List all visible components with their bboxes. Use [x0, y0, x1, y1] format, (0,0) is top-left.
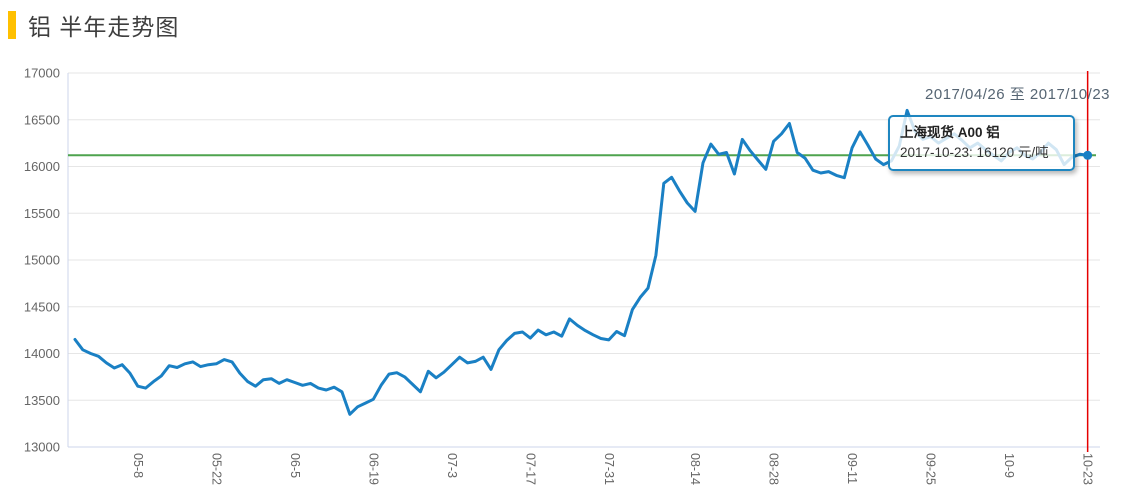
- y-tick-label: 16500: [24, 112, 60, 127]
- x-tick-label: 09-11: [845, 453, 859, 484]
- tooltip-value: 2017-10-23: 16120 元/吨: [900, 145, 1049, 160]
- x-tick-label: 06-19: [366, 453, 380, 485]
- x-tick-label: 10-23: [1081, 453, 1095, 485]
- chart-header: 铝 半年走势图: [8, 8, 179, 42]
- page-title: 铝 半年走势图: [28, 14, 180, 40]
- date-range-label: 2017/04/26 至 2017/10/23: [925, 86, 1110, 103]
- y-tick-label: 13500: [24, 393, 60, 408]
- x-tick-label: 06-5: [288, 453, 302, 478]
- y-tick-label: 17000: [24, 66, 60, 81]
- tooltip: 上海现货 A00 铝 2017-10-23: 16120 元/吨: [888, 115, 1075, 171]
- x-tick-label: 07-3: [445, 453, 459, 478]
- axis-label-layer: 13000 13500 14000 14500 15000 15500 16000 16500…: [24, 66, 1095, 486]
- cursor-layer: [1083, 71, 1093, 452]
- y-tick-label: 14500: [24, 299, 60, 314]
- y-tick-label: 13000: [24, 440, 60, 455]
- last-point-marker[interactable]: [1083, 150, 1093, 160]
- y-tick-label: 16000: [24, 159, 60, 174]
- x-tick-label: 09-25: [924, 453, 938, 485]
- y-tick-label: 15000: [24, 253, 60, 268]
- title-accent-bar: [8, 11, 16, 39]
- tooltip-series-name: 上海现货 A00 铝: [900, 125, 1000, 140]
- x-tick-label: 05-22: [209, 453, 223, 485]
- x-tick-label: 07-31: [602, 453, 616, 485]
- x-tick-label: 10-9: [1002, 453, 1016, 478]
- x-tick-label: 05-8: [131, 453, 145, 478]
- x-tick-label: 07-17: [523, 453, 537, 485]
- y-tick-label: 14000: [24, 346, 60, 361]
- y-tick-label: 15500: [24, 206, 60, 221]
- x-tick-label: 08-14: [688, 453, 702, 485]
- grid-layer: [67, 72, 1100, 448]
- x-tick-label: 08-28: [767, 453, 781, 485]
